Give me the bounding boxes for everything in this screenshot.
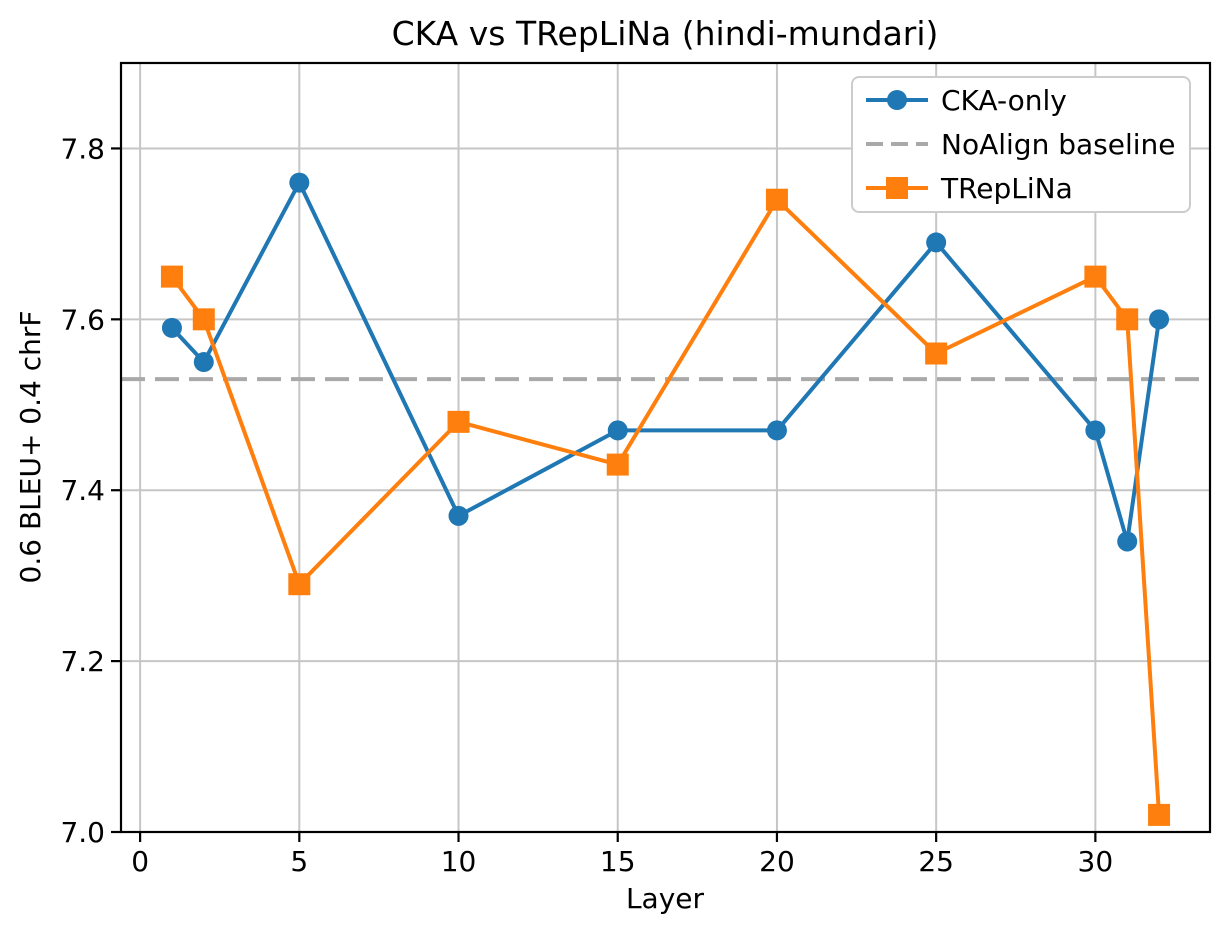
data-point-treplina [1116,308,1139,331]
y-tick-label: 7.0 [60,816,105,849]
data-point-treplina [288,573,311,596]
x-tick-label: 20 [759,845,795,878]
data-point-treplina [447,410,470,433]
data-point-treplina [1084,265,1107,288]
data-point-treplina [765,188,788,211]
x-axis-label: Layer [626,882,705,915]
y-tick-label: 7.6 [60,303,105,336]
series-line-treplina [169,197,1162,817]
legend-box [851,76,1191,213]
axes-layer: 0 5 10 15 20 25 30 7.0 7.2 7.4 7.6 7.8 [60,61,1212,878]
x-tick-label: 30 [1078,845,1114,878]
data-point-cka-only [766,420,787,441]
data-point-cka-only [1149,309,1170,330]
plot-border [119,61,1212,834]
legend-label: CKA-only [941,84,1067,117]
data-point-cka-only [926,232,947,253]
data-point-treplina [925,342,948,365]
legend-square-marker-icon [886,177,908,199]
y-tick-label: 7.2 [60,645,105,678]
x-tick-label: 25 [918,845,954,878]
x-tick-label: 0 [131,845,149,878]
data-point-treplina [1148,803,1171,826]
y-tick-label: 7.4 [60,474,105,507]
legend-label: NoAlign baseline [941,128,1176,161]
legend-label: TRepLiNa [940,172,1073,205]
series-layer [160,172,1171,826]
y-axis-label: 0.6 BLEU+ 0.4 chrF [14,311,47,584]
chart-title: CKA vs TRepLiNa (hindi-mundari) [392,14,939,53]
x-tick-label: 5 [290,845,308,878]
data-point-treplina [192,308,215,331]
legend: CKA-only NoAlign baseline TRepLiNa [851,76,1191,213]
legend-item-cka-only: CKA-only [866,84,1067,117]
series-line-cka-only [169,180,1162,544]
x-tick-label: 15 [600,845,636,878]
y-tick-label: 7.8 [60,132,105,165]
legend-item-treplina: TRepLiNa [866,172,1073,205]
data-point-cka-only [1085,420,1106,441]
data-point-cka-only [448,505,469,526]
data-point-cka-only [289,172,310,193]
legend-item-noalign-baseline: NoAlign baseline [866,128,1176,161]
data-point-cka-only [161,317,182,338]
data-point-cka-only [1117,531,1138,552]
legend-circle-marker-icon [887,90,907,110]
data-point-treplina [606,453,629,476]
data-point-cka-only [193,352,214,373]
x-tick-label: 10 [441,845,477,878]
data-point-cka-only [607,420,628,441]
data-point-treplina [160,265,183,288]
